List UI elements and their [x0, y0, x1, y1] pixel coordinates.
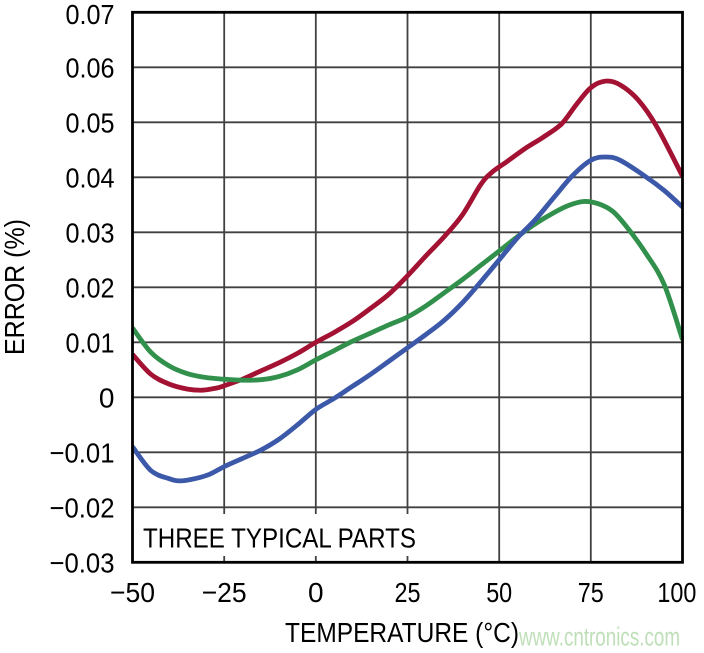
svg-text:−50: −50: [110, 577, 155, 608]
svg-text:www.cntronics.com: www.cntronics.com: [518, 622, 680, 652]
svg-text:0.03: 0.03: [66, 217, 115, 248]
svg-text:0: 0: [308, 577, 324, 608]
svg-text:0: 0: [99, 382, 115, 413]
svg-text:−25: −25: [202, 577, 247, 608]
svg-text:0.04: 0.04: [66, 162, 115, 193]
svg-text:0.01: 0.01: [66, 327, 115, 358]
svg-text:25: 25: [395, 577, 421, 608]
svg-text:THREE TYPICAL PARTS: THREE TYPICAL PARTS: [143, 523, 416, 554]
svg-text:50: 50: [486, 577, 512, 608]
svg-text:ERROR (%): ERROR (%): [0, 219, 30, 355]
svg-text:0.02: 0.02: [66, 272, 115, 303]
svg-text:0.05: 0.05: [66, 107, 115, 138]
svg-text:−0.02: −0.02: [50, 492, 115, 523]
svg-text:−0.01: −0.01: [50, 437, 115, 468]
svg-text:75: 75: [578, 577, 604, 608]
svg-text:TEMPERATURE (°C): TEMPERATURE (°C): [285, 617, 519, 648]
svg-text:0.06: 0.06: [66, 52, 115, 83]
svg-text:100: 100: [657, 577, 696, 608]
svg-text:−0.03: −0.03: [50, 547, 115, 578]
svg-text:0.07: 0.07: [66, 0, 115, 30]
